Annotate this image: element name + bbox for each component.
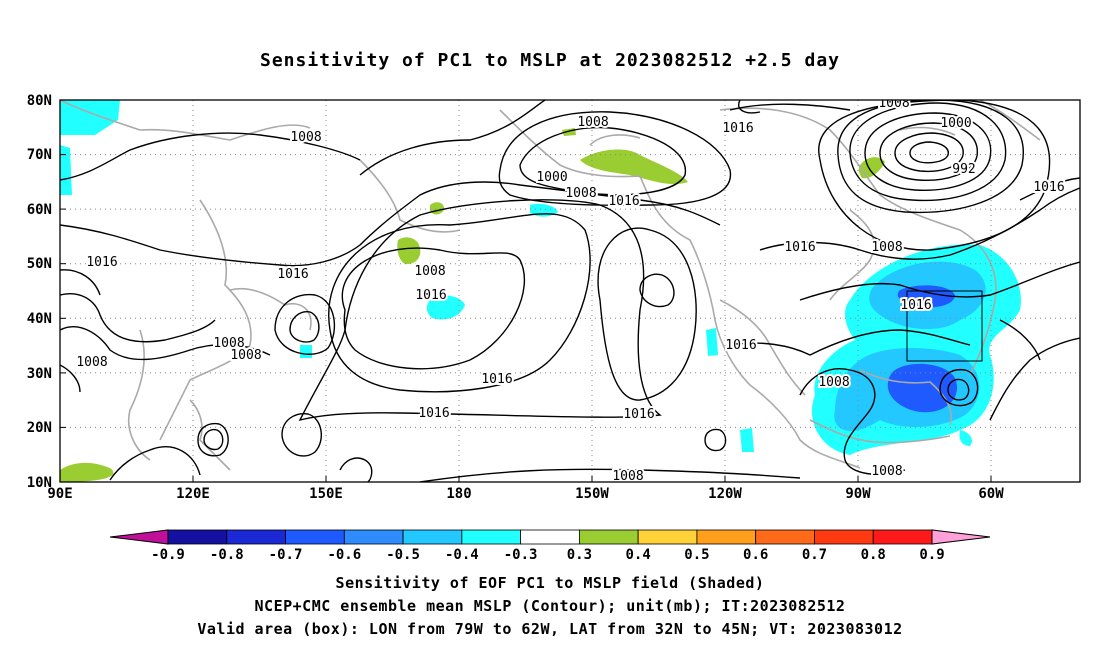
contour-label: 1016 bbox=[277, 267, 308, 282]
colorbar-label: 0.9 bbox=[919, 547, 944, 563]
contour-label: 1016 bbox=[900, 298, 931, 313]
colorbar-swatch bbox=[755, 529, 815, 545]
lat-label: 40N bbox=[27, 311, 52, 327]
contour-label: 1016 bbox=[418, 406, 449, 421]
colorbar-swatch bbox=[167, 529, 228, 545]
colorbar-swatch bbox=[343, 529, 404, 545]
lon-label: 150W bbox=[575, 486, 609, 502]
contour-label: 1016 bbox=[623, 407, 654, 422]
colorbar: -0.9 -0.8 -0.7 -0.6 -0.5 -0.4 -0.3 0.3 0.4 0.5 0.6… bbox=[109, 529, 991, 563]
longitude-labels: 90E 120E 150E 180 150W 120W 90W 60W bbox=[47, 486, 1004, 502]
colorbar-label: -0.8 bbox=[210, 547, 244, 563]
colorbar-label: 0.3 bbox=[567, 547, 592, 563]
colorbar-label: 0.5 bbox=[684, 547, 709, 563]
colorbar-upper-arrow bbox=[931, 529, 991, 545]
colorbar-swatch bbox=[578, 529, 639, 545]
colorbar-swatch bbox=[402, 529, 463, 545]
lon-label: 60W bbox=[978, 486, 1004, 502]
footer-line-2: NCEP+CMC ensemble mean MSLP (Contour); u… bbox=[254, 597, 846, 615]
footer-line-3: Valid area (box): LON from 79W to 62W, L… bbox=[197, 620, 903, 638]
contour-label: 992 bbox=[952, 162, 975, 177]
contour-label: 1008 bbox=[76, 355, 107, 370]
contour-label: 1008 bbox=[577, 115, 608, 130]
lon-label: 90W bbox=[845, 486, 871, 502]
contour-label: 1008 bbox=[871, 464, 902, 479]
colorbar-swatch bbox=[696, 529, 757, 545]
colorbar-label: -0.6 bbox=[327, 547, 361, 563]
contour-label: 1008 bbox=[878, 96, 909, 111]
lon-label: 180 bbox=[446, 486, 471, 502]
lon-label: 90E bbox=[47, 486, 72, 502]
contour-label: 1008 bbox=[213, 336, 244, 351]
mslp-contours bbox=[60, 100, 1080, 482]
contour-label: 1008 bbox=[871, 240, 902, 255]
contour-label: 1008 bbox=[818, 375, 849, 390]
colorbar-swatch bbox=[461, 529, 522, 545]
contour-label: 1016 bbox=[784, 240, 815, 255]
colorbar-label: -0.3 bbox=[504, 547, 538, 563]
contour-label: 1008 bbox=[290, 130, 321, 145]
lon-label: 150E bbox=[309, 486, 343, 502]
negative-sensitivity-shading bbox=[60, 100, 1021, 455]
lat-label: 50N bbox=[27, 256, 52, 272]
colorbar-swatch bbox=[520, 529, 580, 545]
coastlines bbox=[60, 100, 1041, 471]
contour-label: 1016 bbox=[481, 372, 512, 387]
colorbar-label: -0.5 bbox=[386, 547, 420, 563]
map-title: Sensitivity of PC1 to MSLP at 2023082512… bbox=[259, 50, 840, 71]
lat-label: 70N bbox=[27, 147, 52, 163]
plot-frame bbox=[59, 99, 1081, 483]
contour-label: 1008 bbox=[414, 264, 445, 279]
lat-label: 30N bbox=[27, 366, 52, 382]
colorbar-label: 0.6 bbox=[743, 547, 768, 563]
contour-labels: 1008 1008 1016 1016 1000 1008 1016 1008 … bbox=[74, 96, 1066, 484]
colorbar-label: 0.8 bbox=[861, 547, 886, 563]
positive-sensitivity-shading bbox=[60, 128, 885, 482]
contour-label: 1016 bbox=[722, 121, 753, 136]
colorbar-label: -0.9 bbox=[151, 547, 185, 563]
colorbar-swatch bbox=[285, 529, 345, 545]
lat-label: 20N bbox=[27, 420, 52, 436]
contour-label: 1008 bbox=[565, 186, 596, 201]
contour-label: 1000 bbox=[536, 170, 567, 185]
lon-label: 120W bbox=[708, 486, 742, 502]
colorbar-swatch bbox=[872, 529, 933, 545]
footer-line-1: Sensitivity of EOF PC1 to MSLP field (Sh… bbox=[335, 574, 765, 592]
lat-label: 60N bbox=[27, 202, 52, 218]
colorbar-label: -0.7 bbox=[269, 547, 303, 563]
ticks bbox=[59, 99, 992, 483]
contour-label: 1016 bbox=[725, 338, 756, 353]
contour-label: 1016 bbox=[415, 288, 446, 303]
lon-label: 120E bbox=[176, 486, 210, 502]
colorbar-label: 0.7 bbox=[802, 547, 827, 563]
contour-label: 1008 bbox=[612, 469, 643, 484]
contour-label: 1016 bbox=[608, 194, 639, 209]
colorbar-label: 0.4 bbox=[626, 547, 651, 563]
colorbar-swatch bbox=[226, 529, 286, 545]
contour-label: 1000 bbox=[940, 116, 971, 131]
colorbar-swatch bbox=[814, 529, 874, 545]
contour-label: 1016 bbox=[86, 255, 117, 270]
colorbar-label: -0.4 bbox=[445, 547, 479, 563]
colorbar-swatch bbox=[637, 529, 698, 545]
contour-label: 1016 bbox=[1033, 180, 1064, 195]
latitude-labels: 80N 70N 60N 50N 40N 30N 20N 10N bbox=[27, 93, 52, 491]
lat-label: 10N bbox=[27, 475, 52, 491]
lat-label: 80N bbox=[27, 93, 52, 109]
valid-area-box bbox=[906, 290, 983, 362]
contour-label: 1008 bbox=[230, 348, 261, 363]
colorbar-lower-arrow bbox=[109, 529, 169, 545]
grid bbox=[60, 100, 1080, 482]
